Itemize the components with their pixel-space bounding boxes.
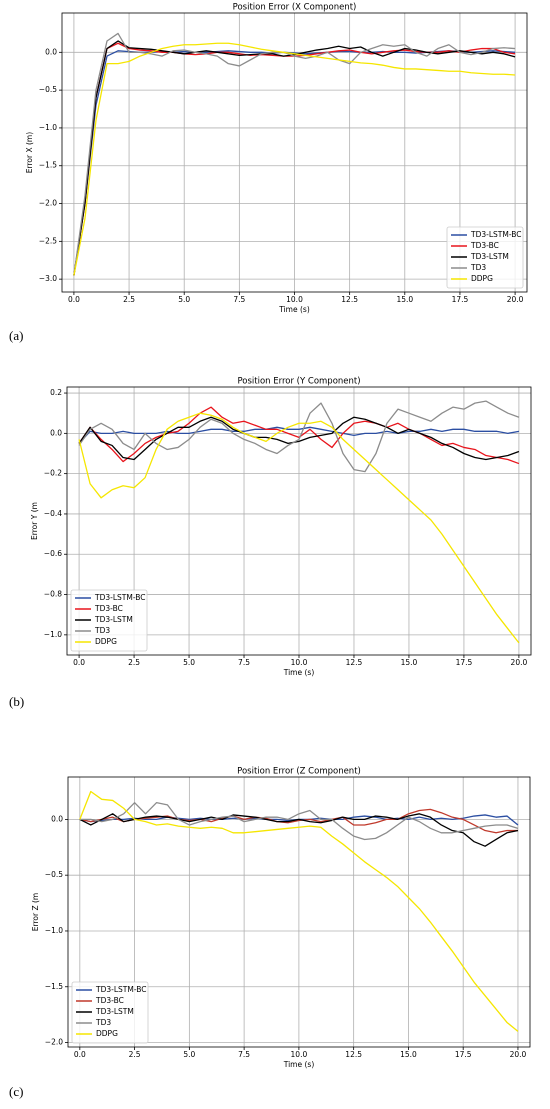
x-tick-label: 17.5 [452, 295, 469, 304]
chart-title: Position Error (Z Component) [237, 767, 361, 777]
x-tick-label: 2.5 [129, 1050, 141, 1059]
axes-frame [66, 386, 532, 656]
legend-label: TD3-BC [94, 604, 123, 613]
y-tick-label: −1.0 [39, 123, 57, 132]
series-line [78, 426, 520, 444]
legend-label: TD3-LSTM-BC [95, 985, 147, 994]
x-tick-label: 20.0 [507, 295, 524, 304]
y-tick-label: 0.0 [50, 428, 62, 437]
x-tick-label: 10.0 [286, 295, 303, 304]
x-tick-label: 7.5 [238, 1050, 250, 1059]
legend: TD3-LSTM-BC TD3-BC TD3-LSTM TD3 DDPG [446, 226, 524, 289]
x-axis-label: Time (s) [283, 1060, 315, 1069]
x-tick-label: 12.5 [346, 658, 363, 667]
legend-label: TD3 [95, 1018, 111, 1027]
figure-label: (a) [9, 328, 23, 343]
y-tick-label: 0.0 [45, 47, 57, 56]
axes-frame [67, 776, 531, 1048]
series-line [73, 40, 516, 276]
legend-box [71, 981, 149, 1044]
x-tick-label: 12.5 [341, 295, 358, 304]
legend: TD3-LSTM-BC TD3-BC TD3-LSTM TD3 DDPG [70, 589, 148, 652]
y-tick-label: −0.5 [39, 85, 57, 94]
axes-frame [61, 12, 528, 293]
y-tick-label: −0.2 [44, 469, 62, 478]
legend-box [446, 226, 524, 289]
x-tick-label: 15.0 [396, 295, 413, 304]
y-axis-label: Error Z (m [31, 893, 40, 931]
x-tick-label: 7.5 [233, 295, 245, 304]
series-line [79, 813, 519, 847]
series-line [79, 808, 518, 834]
x-tick-label: 12.5 [345, 1050, 362, 1059]
y-tick-label: −2.5 [39, 236, 57, 245]
chart-title: Position Error (Y Component) [237, 377, 360, 387]
legend: TD3-LSTM-BC TD3-BC TD3-LSTM TD3 DDPG [71, 981, 149, 1044]
x-tick-label: 15.0 [401, 658, 418, 667]
x-tick-label: 15.0 [400, 1050, 417, 1059]
y-tick-label: −3.0 [39, 274, 57, 283]
y-tick-label: −0.4 [44, 509, 62, 518]
series-line [73, 42, 516, 276]
x-axis-label: Time (s) [278, 305, 310, 314]
y-tick-label: −0.8 [44, 590, 62, 599]
series-line [79, 802, 519, 841]
legend-box [70, 589, 148, 652]
x-tick-label: 5.0 [178, 295, 190, 304]
y-tick-label: −1.0 [44, 630, 62, 639]
x-tick-label: 17.5 [456, 658, 473, 667]
legend-label: TD3-LSTM-BC [470, 230, 522, 239]
y-tick-label: −1.5 [39, 161, 57, 170]
legend-label: DDPG [96, 1029, 118, 1038]
legend-label: DDPG [471, 274, 493, 283]
figure-label: (c) [9, 1084, 23, 1099]
series-line [78, 400, 520, 473]
x-tick-label: 2.5 [128, 658, 140, 667]
x-tick-label: 0.0 [73, 658, 85, 667]
legend-label: TD3-LSTM [95, 1007, 134, 1016]
series-line [78, 412, 520, 644]
x-tick-label: 5.0 [183, 1050, 195, 1059]
series-line [79, 790, 519, 1032]
x-tick-label: 2.5 [123, 295, 135, 304]
y-tick-label: −1.0 [45, 926, 63, 935]
x-tick-label: 5.0 [183, 658, 195, 667]
legend-label: TD3-BC [95, 996, 124, 1005]
figure-label: (b) [9, 694, 24, 709]
x-tick-label: 10.0 [291, 658, 308, 667]
legend-label: TD3-LSTM-BC [94, 593, 146, 602]
x-tick-label: 7.5 [238, 658, 250, 667]
chart-title: Position Error (X Component) [233, 3, 357, 13]
y-tick-label: 0.2 [50, 388, 62, 397]
series-line [78, 416, 520, 461]
y-tick-label: −2.0 [39, 199, 57, 208]
x-tick-label: 0.0 [68, 295, 80, 304]
x-tick-label: 17.5 [455, 1050, 472, 1059]
x-tick-label: 20.0 [510, 1050, 527, 1059]
x-tick-label: 0.0 [74, 1050, 86, 1059]
legend-label: TD3-LSTM [470, 252, 509, 261]
legend-label: TD3-LSTM [94, 615, 133, 624]
legend-label: TD3 [470, 263, 486, 272]
y-axis-label: Error X (m) [25, 132, 34, 173]
x-axis-label: Time (s) [283, 668, 315, 677]
y-tick-label: 0.0 [51, 814, 63, 823]
x-tick-label: 10.0 [291, 1050, 308, 1059]
y-axis-label: Error Y (m [30, 502, 39, 540]
y-tick-label: −1.5 [45, 982, 63, 991]
y-tick-label: −2.0 [45, 1038, 63, 1047]
legend-label: DDPG [95, 637, 117, 646]
y-tick-label: −0.5 [45, 870, 63, 879]
y-tick-label: −0.6 [44, 549, 62, 558]
legend-label: TD3-BC [470, 241, 499, 250]
x-tick-label: 20.0 [511, 658, 528, 667]
legend-label: TD3 [94, 626, 110, 635]
